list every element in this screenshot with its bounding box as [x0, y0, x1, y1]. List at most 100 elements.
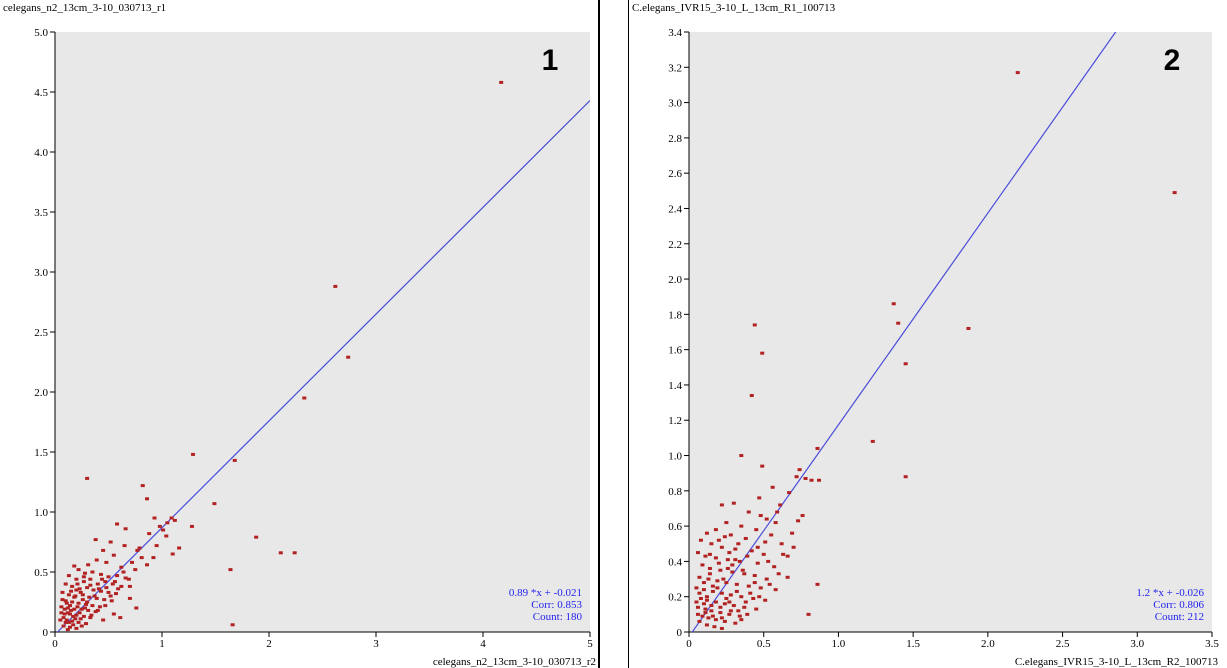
data-point — [739, 595, 744, 599]
data-point — [122, 544, 127, 548]
data-point — [74, 613, 79, 617]
data-point — [126, 577, 131, 581]
data-point — [713, 618, 718, 622]
data-point — [85, 600, 90, 604]
data-point — [733, 558, 738, 562]
data-point — [794, 475, 799, 479]
data-point — [743, 536, 748, 540]
x-tick-label: 0.5 — [757, 638, 771, 650]
panel-number: 2 — [1164, 44, 1181, 77]
data-point — [752, 581, 757, 585]
data-point — [730, 563, 735, 567]
data-point — [763, 598, 768, 602]
data-point — [903, 362, 908, 366]
data-point — [722, 602, 727, 606]
data-point — [790, 531, 795, 535]
data-point — [719, 591, 724, 595]
scatter-chart-2: C.elegans_IVR15_3-10_L_13cm_R1_100713 0 0.… — [632, 2, 1219, 668]
data-point — [147, 532, 152, 536]
data-point — [86, 563, 91, 567]
data-point — [70, 619, 75, 623]
data-point — [121, 570, 126, 574]
data-point — [82, 606, 87, 610]
data-point — [709, 604, 714, 608]
data-point — [123, 527, 128, 531]
data-point — [715, 586, 720, 590]
panel-divider-left — [598, 0, 600, 668]
data-point — [764, 517, 769, 521]
data-point — [710, 614, 715, 618]
data-point — [82, 571, 87, 575]
data-point — [776, 572, 781, 576]
data-point — [701, 581, 706, 585]
data-point — [102, 598, 107, 602]
data-point — [731, 604, 736, 608]
data-point — [85, 476, 90, 480]
data-point — [278, 551, 283, 555]
data-point — [728, 593, 733, 597]
data-point — [719, 545, 724, 549]
data-point — [67, 625, 72, 629]
data-point — [736, 609, 741, 613]
data-point — [73, 617, 78, 621]
data-point — [66, 593, 71, 597]
data-point — [92, 594, 97, 598]
data-point — [62, 612, 67, 616]
x-tick-label: 1.5 — [906, 638, 920, 650]
data-point — [101, 548, 106, 552]
y-tick-label: 3.4 — [668, 27, 682, 39]
data-point — [760, 464, 765, 468]
data-point — [701, 588, 706, 592]
data-point — [80, 598, 85, 602]
data-point — [119, 565, 124, 569]
data-point — [60, 590, 65, 594]
data-point — [499, 80, 504, 84]
data-point — [755, 561, 760, 565]
data-point — [772, 565, 777, 569]
data-point — [718, 611, 723, 615]
y-tick-label: 0.8 — [668, 486, 682, 498]
data-point — [704, 595, 709, 599]
data-point — [85, 586, 90, 590]
data-point — [119, 584, 124, 588]
x-tick-label: 1 — [159, 638, 165, 650]
data-point — [104, 560, 109, 564]
data-point — [78, 617, 83, 621]
data-point — [69, 608, 74, 612]
regression-equation: 1.2 *x + -0.026 — [1136, 587, 1204, 599]
data-point — [103, 604, 108, 608]
data-point — [1172, 191, 1177, 195]
data-point — [727, 600, 732, 604]
data-point — [903, 475, 908, 479]
data-point — [74, 577, 79, 581]
data-point — [74, 588, 79, 592]
data-point — [108, 540, 113, 544]
data-point — [728, 609, 733, 613]
data-point — [212, 502, 217, 506]
data-point — [72, 595, 77, 599]
chart-title: C.elegans_IVR15_3-10_L_13cm_R1_100713 — [632, 2, 836, 14]
data-point — [93, 538, 98, 542]
data-point — [189, 524, 194, 528]
data-point — [749, 549, 754, 553]
y-tick-label: 0 — [677, 627, 683, 639]
data-point — [701, 602, 706, 606]
data-point — [761, 552, 766, 556]
data-point — [78, 590, 83, 594]
data-point — [739, 454, 744, 458]
data-point — [115, 574, 120, 578]
data-point — [775, 510, 780, 514]
x-tick-label: 2 — [266, 638, 272, 650]
data-point — [66, 620, 71, 624]
data-point — [230, 623, 235, 627]
data-point — [722, 535, 727, 539]
data-point — [103, 580, 108, 584]
data-point — [127, 584, 132, 588]
data-point — [76, 601, 81, 605]
data-point — [97, 605, 102, 609]
y-tick-label: 2.8 — [668, 133, 682, 145]
data-point — [116, 587, 121, 591]
data-point — [806, 612, 811, 616]
data-point — [346, 355, 351, 359]
y-tick-label: 3.0 — [34, 267, 48, 279]
